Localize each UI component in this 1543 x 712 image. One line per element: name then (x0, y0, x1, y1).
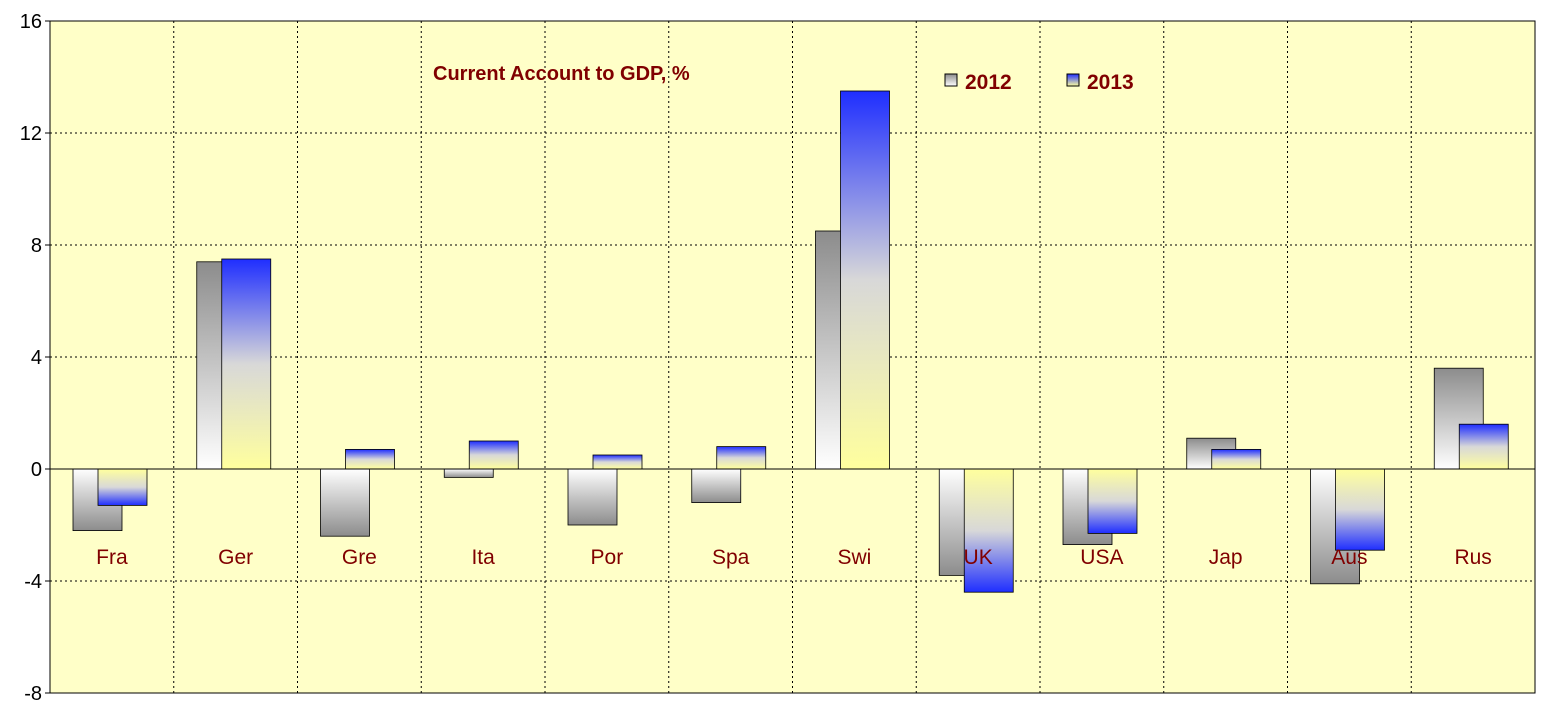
category-label: Ger (218, 546, 253, 569)
legend-swatch-2013 (1066, 73, 1080, 87)
bar-2013-ger (221, 258, 272, 470)
bar-2013-usa (1087, 468, 1138, 534)
category-label: Gre (342, 546, 377, 569)
bar-2013-aus (1335, 468, 1385, 551)
y-tick-label: 8 (31, 235, 42, 257)
gridlines (50, 21, 1535, 693)
category-label: Spa (712, 546, 750, 569)
bar-2013-uk (963, 468, 1014, 593)
bar-2013-gre (345, 448, 395, 470)
y-tick-label: 12 (20, 123, 42, 145)
y-axis-ticks: 16 12 8 4 0 -4 -8 (20, 11, 50, 705)
bar-2013-jap (1211, 448, 1262, 470)
legend-label-2013: 2013 (1087, 71, 1134, 94)
bar-2013-swi (840, 90, 890, 470)
legend-swatch-2012 (944, 73, 958, 87)
category-label: Fra (96, 546, 128, 569)
y-tick-label: -8 (24, 683, 42, 705)
category-label: Rus (1454, 546, 1491, 569)
bar-2013-por (592, 454, 643, 470)
bar-2012-spa (691, 468, 742, 503)
bar-2013-rus (1458, 423, 1509, 470)
bar-2013-ita (468, 440, 519, 470)
bar-2012-por (567, 468, 618, 526)
bar-2013-fra (97, 468, 148, 506)
y-tick-label: 16 (20, 11, 42, 33)
category-label: USA (1080, 546, 1123, 569)
chart-title: Current Account to GDP, % (433, 63, 690, 85)
y-tick-label: -4 (24, 571, 42, 593)
category-label: UK (964, 546, 993, 569)
legend: 2012 2013 (944, 71, 1134, 94)
category-label: Jap (1209, 546, 1243, 569)
y-tick-label: 4 (31, 347, 42, 369)
category-labels: Fra Ger Gre Ita Por Spa Swi UK USA Jap Aus Rus (96, 546, 1492, 569)
bar-2012-gre (320, 468, 370, 537)
y-tick-label: 0 (31, 459, 42, 481)
legend-label-2012: 2012 (965, 71, 1012, 94)
category-label: Swi (837, 546, 871, 569)
bar-2013-spa (716, 446, 767, 470)
bars (72, 90, 1509, 593)
bar-2012-ita (443, 468, 494, 478)
category-label: Ita (471, 546, 495, 569)
category-label: Aus (1331, 546, 1367, 569)
category-label: Por (591, 546, 624, 569)
